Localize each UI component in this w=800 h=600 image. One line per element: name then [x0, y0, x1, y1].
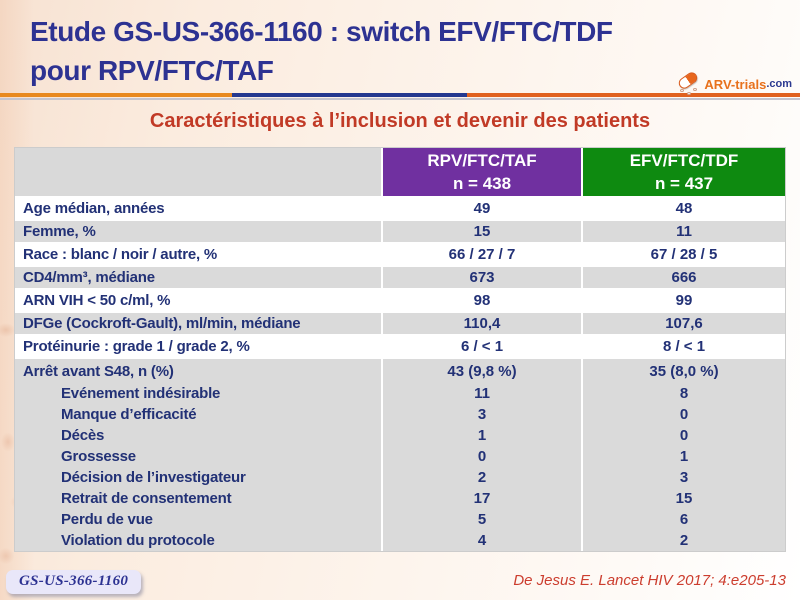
row-label: Evénement indésirable — [15, 383, 383, 404]
row-value-efv: 0 — [679, 406, 689, 423]
logo-text: ARV-trials — [704, 76, 767, 92]
row-label: Race : blanc / noir / autre, % — [15, 244, 383, 265]
row-value-efv: 107,6 — [665, 315, 703, 332]
pill-capsule-icon — [676, 70, 702, 96]
efv-arm-label: EFV/FTC/TDF — [629, 151, 739, 170]
table-row: ARN VIH < 50 c/ml, % 98 99 — [15, 290, 785, 313]
row-value-efv: 6 — [679, 511, 689, 528]
row-value-rpv: 5 — [383, 509, 583, 530]
row-label: DFGe (Cockroft-Gault), ml/min, médiane — [15, 313, 383, 334]
table-row: Grossesse 0 1 — [15, 446, 785, 467]
table-row: Manque d’efficacité 3 0 — [15, 404, 785, 425]
slide-subtitle: Caractéristiques à l’inclusion et deveni… — [149, 110, 651, 132]
row-value-rpv: 4 — [383, 530, 583, 551]
row-label: Manque d’efficacité — [15, 404, 383, 425]
title-divider-silver — [0, 98, 800, 100]
table-row: Race : blanc / noir / autre, % 66 / 27 /… — [15, 244, 785, 267]
row-value-rpv: 15 — [383, 221, 583, 242]
table-row: Décès 1 0 — [15, 425, 785, 446]
row-label: Perdu de vue — [15, 509, 383, 530]
row-value-rpv: 1 — [383, 425, 583, 446]
slide-title-line2: pour RPV/FTC/TAF — [30, 55, 274, 86]
table-row: Perdu de vue 5 6 — [15, 509, 785, 530]
row-value-rpv: 673 — [383, 267, 583, 288]
row-value-rpv: 6 / < 1 — [383, 336, 583, 357]
title-divider — [0, 93, 800, 97]
citation-reference: De Jesus E. Lancet HIV 2017; 4:e205-13 — [513, 572, 786, 589]
row-label: Age médian, années — [15, 198, 383, 219]
row-label: Femme, % — [15, 221, 383, 242]
table-row: Arrêt avant S48, n (%) 43 (9,8 %) 35 (8,… — [15, 359, 785, 383]
row-value-rpv: 17 — [383, 488, 583, 509]
rpv-arm-n: n = 438 — [452, 174, 512, 193]
row-label: ARN VIH < 50 c/ml, % — [15, 290, 383, 311]
row-value-rpv: 11 — [383, 383, 583, 404]
table-row: Protéinurie : grade 1 / grade 2, % 6 / <… — [15, 336, 785, 359]
row-value-efv: 8 — [679, 385, 689, 402]
row-value-rpv: 98 — [383, 290, 583, 311]
row-value-rpv: 43 (9,8 %) — [383, 359, 583, 383]
row-label: Grossesse — [15, 446, 383, 467]
row-value-rpv: 66 / 27 / 7 — [383, 244, 583, 265]
baseline-characteristics-table: RPV/FTC/TAF n = 438 EFV/FTC/TDF n = 437 … — [14, 147, 786, 552]
table-header-row: RPV/FTC/TAF n = 438 EFV/FTC/TDF n = 437 — [15, 148, 785, 198]
row-value-efv: 8 / < 1 — [662, 338, 706, 355]
row-value-rpv: 0 — [383, 446, 583, 467]
row-value-efv: 48 — [675, 200, 693, 217]
discontinuation-block: Arrêt avant S48, n (%) 43 (9,8 %) 35 (8,… — [15, 359, 785, 551]
row-value-efv: 99 — [675, 292, 693, 309]
row-value-efv: 15 — [675, 490, 693, 507]
efv-arm-n: n = 437 — [654, 174, 714, 193]
table-row: Evénement indésirable 11 8 — [15, 383, 785, 404]
row-value-efv: 3 — [679, 469, 689, 486]
row-value-efv: 1 — [679, 448, 689, 465]
table-row: Violation du protocole 4 2 — [15, 530, 785, 551]
row-value-rpv: 110,4 — [383, 313, 583, 334]
row-label: Décision de l’investigateur — [15, 467, 383, 488]
row-label: Décès — [15, 425, 383, 446]
row-value-efv: 2 — [679, 532, 689, 549]
table-row: Femme, % 15 11 — [15, 221, 785, 244]
table-row: CD4/mm³, médiane 673 666 — [15, 267, 785, 290]
rpv-arm-label: RPV/FTC/TAF — [427, 151, 537, 170]
row-label: Arrêt avant S48, n (%) — [15, 359, 383, 383]
row-value-efv: 0 — [679, 427, 689, 444]
table-row: Retrait de consentement 17 15 — [15, 488, 785, 509]
row-value-rpv: 2 — [383, 467, 583, 488]
row-value-efv: 666 — [671, 269, 697, 286]
row-value-rpv: 3 — [383, 404, 583, 425]
table-header-empty-cell — [15, 148, 383, 196]
slide-title-line1: Etude GS-US-366-1160 : switch EFV/FTC/TD… — [30, 16, 613, 47]
table-row: DFGe (Cockroft-Gault), ml/min, médiane 1… — [15, 313, 785, 336]
row-value-efv: 11 — [676, 223, 692, 240]
arv-trials-logo: ARV-trials .com — [676, 70, 792, 96]
row-value-efv: 35 (8,0 %) — [649, 362, 719, 380]
row-value-rpv: 49 — [383, 198, 583, 219]
row-label: Protéinurie : grade 1 / grade 2, % — [15, 336, 383, 357]
table-row: Age médian, années 49 48 — [15, 198, 785, 221]
row-label: Violation du protocole — [15, 530, 383, 551]
table-row: Décision de l’investigateur 2 3 — [15, 467, 785, 488]
logo-text-suffix: .com — [766, 78, 792, 90]
row-label: Retrait de consentement — [15, 488, 383, 509]
table-header-efv: EFV/FTC/TDF n = 437 — [583, 148, 785, 196]
table-header-rpv: RPV/FTC/TAF n = 438 — [383, 148, 583, 196]
row-value-efv: 67 / 28 / 5 — [650, 246, 718, 263]
study-id-badge: GS-US-366-1160 — [6, 570, 142, 594]
slide-title: Etude GS-US-366-1160 : switch EFV/FTC/TD… — [30, 12, 730, 90]
row-label: CD4/mm³, médiane — [15, 267, 383, 288]
